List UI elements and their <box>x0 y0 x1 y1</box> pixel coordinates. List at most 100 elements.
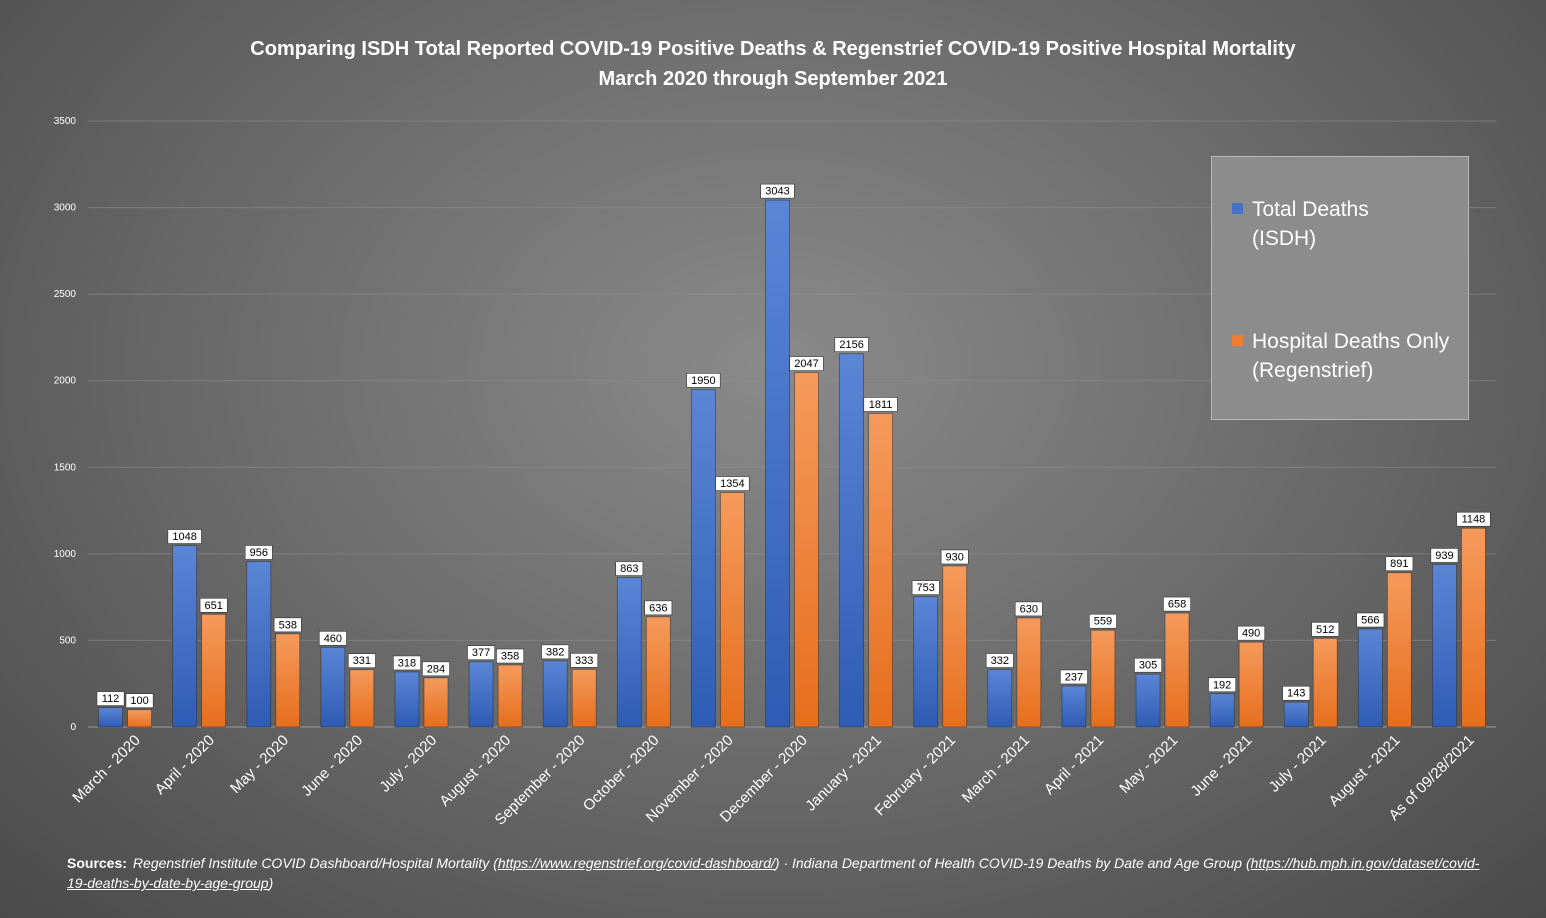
data-label: 956 <box>250 547 268 559</box>
data-label: 333 <box>575 655 593 667</box>
chart-title: Comparing ISDH Total Reported COVID-19 P… <box>0 34 1546 94</box>
bar-regenstrief <box>868 413 894 728</box>
bar-isdh <box>913 596 939 728</box>
data-label-box <box>644 600 673 616</box>
data-label: 658 <box>1168 599 1186 611</box>
x-tick-label: May - 2021 <box>1116 732 1181 797</box>
data-label-box <box>125 693 154 708</box>
subtitle-line: March 2020 through September 2021 <box>598 68 948 90</box>
bar-regenstrief <box>349 669 375 728</box>
data-label-box <box>1430 548 1459 563</box>
y-tick-label: 2500 <box>54 289 77 300</box>
sources-text-3: ) <box>268 875 274 891</box>
x-tick-label: April - 2020 <box>152 732 218 798</box>
isdh-link[interactable]: https://hub.mph.in.gov/dataset/covid-19-… <box>67 855 1480 891</box>
bar-regenstrief <box>423 677 449 728</box>
sources-note: Sources: Regenstrief Institute COVID Dash… <box>67 853 1487 893</box>
data-label-box <box>1089 613 1117 629</box>
data-label: 112 <box>102 693 120 705</box>
x-tick-label: April - 2021 <box>1041 732 1107 798</box>
bar-regenstrief <box>127 709 152 728</box>
bar-isdh <box>394 671 420 728</box>
y-tick-label: 500 <box>59 635 76 646</box>
bar-isdh <box>839 353 865 728</box>
y-tick-label: 3500 <box>54 116 77 127</box>
data-label: 331 <box>353 655 371 667</box>
y-tick-label: 1000 <box>54 549 77 560</box>
bar-isdh <box>172 545 198 728</box>
bar-isdh <box>98 707 123 728</box>
data-label: 490 <box>1242 628 1260 640</box>
data-label-box <box>570 653 599 668</box>
bar-regenstrief <box>571 668 597 728</box>
bar-regenstrief <box>275 633 301 728</box>
data-label-box <box>1208 677 1237 693</box>
bar-regenstrief <box>1386 572 1412 728</box>
title-line: Comparing ISDH Total Reported COVID-19 P… <box>250 38 1296 60</box>
data-labels: 112 100 1048 651 956 538 460 331 318 284 377 358 382… <box>96 183 1491 708</box>
bar-isdh <box>765 199 790 728</box>
data-label-box <box>318 631 347 646</box>
bar-isdh <box>1209 693 1235 728</box>
bar-isdh <box>1061 685 1087 728</box>
x-tick-label: October - 2020 <box>580 732 663 815</box>
data-label-box <box>541 644 570 660</box>
legend-swatch-orange <box>1232 335 1243 346</box>
data-label-box <box>273 617 302 633</box>
data-label: 863 <box>620 563 638 575</box>
x-tick-label: March - 2020 <box>69 732 144 807</box>
data-label-box <box>199 597 228 613</box>
data-label-box <box>422 661 450 677</box>
data-label-box <box>1385 556 1414 572</box>
data-label: 930 <box>946 551 964 563</box>
data-label: 891 <box>1390 558 1408 570</box>
data-label: 3043 <box>765 186 789 198</box>
data-label-box <box>1134 657 1162 673</box>
bar-isdh <box>987 669 1013 728</box>
data-label: 559 <box>1094 616 1112 628</box>
data-label: 1148 <box>1462 514 1486 526</box>
data-label: 237 <box>1065 671 1083 683</box>
bar-isdh <box>320 646 346 728</box>
legend-entry-regenstrief: Hospital Deaths Only (Regenstrief) <box>1232 327 1462 385</box>
bar-isdh <box>1135 673 1161 728</box>
data-label: 382 <box>546 646 564 658</box>
bar-regenstrief <box>1016 617 1042 728</box>
x-tick-label: May - 2020 <box>227 732 292 797</box>
y-tick-label: 2000 <box>54 376 77 387</box>
data-label: 377 <box>472 647 490 659</box>
x-tick-label: August - 2020 <box>436 732 514 810</box>
data-label: 2156 <box>839 339 863 351</box>
x-tick-label: January - 2021 <box>802 732 885 815</box>
bar-isdh <box>616 577 642 728</box>
data-label: 358 <box>501 651 519 663</box>
data-label-box <box>985 653 1014 668</box>
data-label-box <box>467 645 495 661</box>
bars <box>98 199 1486 728</box>
bar-isdh <box>246 561 272 728</box>
bar-isdh <box>542 660 568 728</box>
data-label-box <box>496 648 524 664</box>
regenstrief-link[interactable]: https://www.regenstrief.org/covid-dashbo… <box>497 855 775 871</box>
legend-swatch-blue <box>1232 203 1243 214</box>
data-label: 753 <box>917 582 935 594</box>
data-label: 2047 <box>794 358 818 370</box>
data-label-box <box>1282 685 1311 701</box>
bar-isdh <box>468 661 494 728</box>
bar-isdh <box>1357 628 1383 728</box>
x-tick-label: March - 2021 <box>959 732 1034 807</box>
data-label-box <box>760 183 795 199</box>
data-label: 332 <box>991 655 1009 667</box>
bar-regenstrief <box>942 565 968 728</box>
data-label: 1354 <box>720 478 744 490</box>
legend-label-regenstrief: Hospital Deaths Only (Regenstrief) <box>1252 330 1450 382</box>
bar-regenstrief <box>1090 629 1116 728</box>
bar-regenstrief <box>794 372 819 728</box>
data-label-box <box>1456 511 1491 527</box>
y-axis: 0 500 1000 1500 2000 2500 3000 3500 <box>54 116 77 733</box>
data-label-box <box>1356 612 1385 628</box>
bar-regenstrief <box>719 492 745 728</box>
data-label-box <box>1060 669 1088 685</box>
x-tick-label: July - 2020 <box>376 732 440 796</box>
data-label: 143 <box>1287 688 1305 700</box>
